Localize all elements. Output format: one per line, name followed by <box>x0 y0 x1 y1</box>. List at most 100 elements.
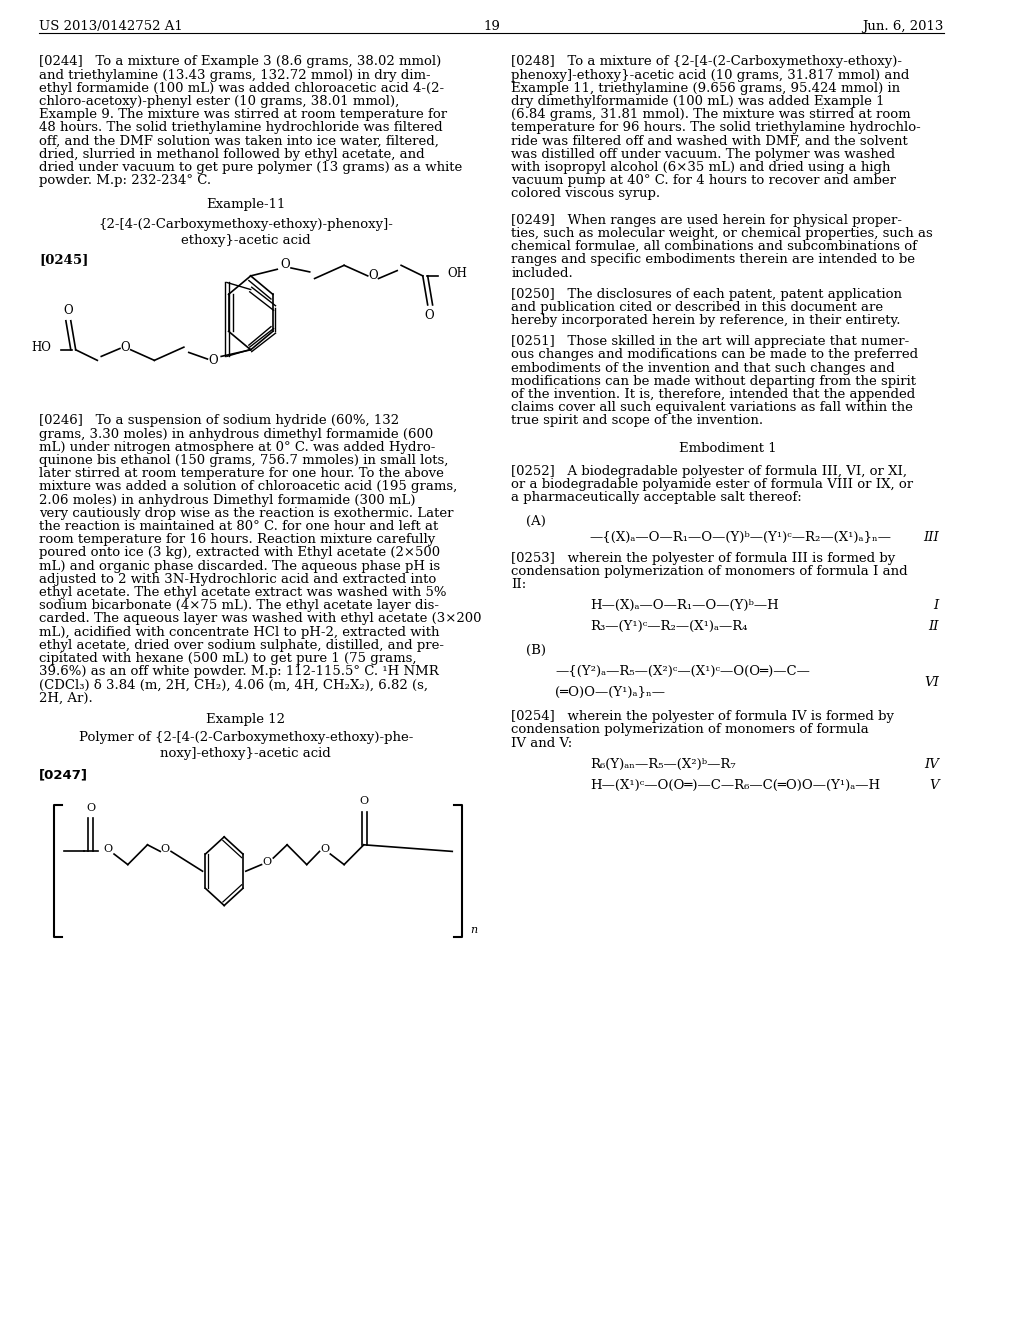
Text: [0252]   A biodegradable polyester of formula III, VI, or XI,: [0252] A biodegradable polyester of form… <box>511 465 907 478</box>
Text: carded. The aqueous layer was washed with ethyl acetate (3×200: carded. The aqueous layer was washed wit… <box>39 612 482 626</box>
Text: [0245]: [0245] <box>39 253 89 267</box>
Text: VI: VI <box>924 676 939 689</box>
Text: ethyl acetate, dried over sodium sulphate, distilled, and pre-: ethyl acetate, dried over sodium sulphat… <box>39 639 444 652</box>
Text: I: I <box>934 599 939 612</box>
Text: Polymer of {2-[4-(2-Carboxymethoxy-ethoxy)-phe-: Polymer of {2-[4-(2-Carboxymethoxy-ethox… <box>79 731 413 744</box>
Text: II: II <box>929 620 939 634</box>
Text: dried, slurried in methanol followed by ethyl acetate, and: dried, slurried in methanol followed by … <box>39 148 425 161</box>
Text: room temperature for 16 hours. Reaction mixture carefully: room temperature for 16 hours. Reaction … <box>39 533 435 546</box>
Text: included.: included. <box>511 267 573 280</box>
Text: H—(X)ₐ—O—R₁—O—(Y)ᵇ—H: H—(X)ₐ—O—R₁—O—(Y)ᵇ—H <box>590 599 778 612</box>
Text: (═O)O—(Y¹)ₐ}ₙ—: (═O)O—(Y¹)ₐ}ₙ— <box>555 686 666 700</box>
Text: noxy]-ethoxy}-acetic acid: noxy]-ethoxy}-acetic acid <box>161 747 331 760</box>
Text: (A): (A) <box>526 515 546 528</box>
Text: later stirred at room temperature for one hour. To the above: later stirred at room temperature for on… <box>39 467 444 480</box>
Text: chloro-acetoxy)-phenyl ester (10 grams, 38.01 mmol),: chloro-acetoxy)-phenyl ester (10 grams, … <box>39 95 399 108</box>
Text: and triethylamine (13.43 grams, 132.72 mmol) in dry dim-: and triethylamine (13.43 grams, 132.72 m… <box>39 69 431 82</box>
Text: O: O <box>161 843 170 854</box>
Text: a pharmaceutically acceptable salt thereof:: a pharmaceutically acceptable salt there… <box>511 491 802 504</box>
Text: Example-11: Example-11 <box>206 198 286 211</box>
Text: ride was filtered off and washed with DMF, and the solvent: ride was filtered off and washed with DM… <box>511 135 908 148</box>
Text: [0244]   To a mixture of Example 3 (8.6 grams, 38.02 mmol): [0244] To a mixture of Example 3 (8.6 gr… <box>39 55 441 69</box>
Text: II:: II: <box>511 578 526 591</box>
Text: the reaction is maintained at 80° C. for one hour and left at: the reaction is maintained at 80° C. for… <box>39 520 438 533</box>
Text: [0247]: [0247] <box>39 768 88 781</box>
Text: V: V <box>930 779 939 792</box>
Text: n: n <box>470 924 477 935</box>
Text: mL) under nitrogen atmosphere at 0° C. was added Hydro-: mL) under nitrogen atmosphere at 0° C. w… <box>39 441 435 454</box>
Text: R₆(Y)ₐₙ—R₅—(X²)ᵇ—R₇: R₆(Y)ₐₙ—R₅—(X²)ᵇ—R₇ <box>590 758 735 771</box>
Text: off, and the DMF solution was taken into ice water, filtered,: off, and the DMF solution was taken into… <box>39 135 439 148</box>
Text: ranges and specific embodiments therein are intended to be: ranges and specific embodiments therein … <box>511 253 915 267</box>
Text: 19: 19 <box>483 20 500 33</box>
Text: [0246]   To a suspension of sodium hydride (60%, 132: [0246] To a suspension of sodium hydride… <box>39 414 399 428</box>
Text: O: O <box>359 796 369 807</box>
Text: 39.6%) as an off white powder. M.p: 112-115.5° C. ¹H NMR: 39.6%) as an off white powder. M.p: 112-… <box>39 665 439 678</box>
Text: 48 hours. The solid triethylamine hydrochloride was filtered: 48 hours. The solid triethylamine hydroc… <box>39 121 443 135</box>
Text: R₃—(Y¹)ᶜ—R₂—(X¹)ₐ—R₄: R₃—(Y¹)ᶜ—R₂—(X¹)ₐ—R₄ <box>590 620 748 634</box>
Text: [0253]   wherein the polyester of formula III is formed by: [0253] wherein the polyester of formula … <box>511 552 896 565</box>
Text: (6.84 grams, 31.81 mmol). The mixture was stirred at room: (6.84 grams, 31.81 mmol). The mixture wa… <box>511 108 911 121</box>
Text: IV and V:: IV and V: <box>511 737 572 750</box>
Text: [0251]   Those skilled in the art will appreciate that numer-: [0251] Those skilled in the art will app… <box>511 335 909 348</box>
Text: sodium bicarbonate (4×75 mL). The ethyl acetate layer dis-: sodium bicarbonate (4×75 mL). The ethyl … <box>39 599 439 612</box>
Text: embodiments of the invention and that such changes and: embodiments of the invention and that su… <box>511 362 895 375</box>
Text: and publication cited or described in this document are: and publication cited or described in th… <box>511 301 884 314</box>
Text: O: O <box>369 269 379 282</box>
Text: ous changes and modifications can be made to the preferred: ous changes and modifications can be mad… <box>511 348 919 362</box>
Text: true spirit and scope of the invention.: true spirit and scope of the invention. <box>511 414 763 428</box>
Text: —{(Y²)ₐ—R₅—(X²)ᶜ—(X¹)ᶜ—O(O═)—C—: —{(Y²)ₐ—R₅—(X²)ᶜ—(X¹)ᶜ—O(O═)—C— <box>555 665 810 678</box>
Text: temperature for 96 hours. The solid triethylamine hydrochlo-: temperature for 96 hours. The solid trie… <box>511 121 921 135</box>
Text: dried under vacuum to get pure polymer (13 grams) as a white: dried under vacuum to get pure polymer (… <box>39 161 463 174</box>
Text: (B): (B) <box>526 644 546 657</box>
Text: claims cover all such equivalent variations as fall within the: claims cover all such equivalent variati… <box>511 401 913 414</box>
Text: [0249]   When ranges are used herein for physical proper-: [0249] When ranges are used herein for p… <box>511 214 902 227</box>
Text: —{(X)ₐ—O—R₁—O—(Y)ᵇ—(Y¹)ᶜ—R₂—(X¹)ₐ}ₙ—: —{(X)ₐ—O—R₁—O—(Y)ᵇ—(Y¹)ᶜ—R₂—(X¹)ₐ}ₙ— <box>590 531 892 544</box>
Text: O: O <box>425 309 434 322</box>
Text: O: O <box>281 257 290 271</box>
Text: [0250]   The disclosures of each patent, patent application: [0250] The disclosures of each patent, p… <box>511 288 902 301</box>
Text: [0248]   To a mixture of {2-[4-(2-Carboxymethoxy-ethoxy)-: [0248] To a mixture of {2-[4-(2-Carboxym… <box>511 55 902 69</box>
Text: chemical formulae, all combinations and subcombinations of: chemical formulae, all combinations and … <box>511 240 918 253</box>
Text: III: III <box>924 531 939 544</box>
Text: powder. M.p: 232-234° C.: powder. M.p: 232-234° C. <box>39 174 211 187</box>
Text: ties, such as molecular weight, or chemical properties, such as: ties, such as molecular weight, or chemi… <box>511 227 933 240</box>
Text: mixture was added a solution of chloroacetic acid (195 grams,: mixture was added a solution of chloroac… <box>39 480 458 494</box>
Text: O: O <box>86 803 95 813</box>
Text: dry dimethylformamide (100 mL) was added Example 1: dry dimethylformamide (100 mL) was added… <box>511 95 885 108</box>
Text: {2-[4-(2-Carboxymethoxy-ethoxy)-phenoxy]-: {2-[4-(2-Carboxymethoxy-ethoxy)-phenoxy]… <box>98 218 393 231</box>
Text: condensation polymerization of monomers of formula: condensation polymerization of monomers … <box>511 723 869 737</box>
Text: poured onto ice (3 kg), extracted with Ethyl acetate (2×500: poured onto ice (3 kg), extracted with E… <box>39 546 440 560</box>
Text: OH: OH <box>447 267 467 280</box>
Text: Example 12: Example 12 <box>206 713 286 726</box>
Text: O: O <box>120 341 130 354</box>
Text: O: O <box>209 354 218 367</box>
Text: Example 11, triethylamine (9.656 grams, 95.424 mmol) in: Example 11, triethylamine (9.656 grams, … <box>511 82 900 95</box>
Text: hereby incorporated herein by reference, in their entirety.: hereby incorporated herein by reference,… <box>511 314 901 327</box>
Text: O: O <box>263 857 272 867</box>
Text: IV: IV <box>924 758 939 771</box>
Text: Jun. 6, 2013: Jun. 6, 2013 <box>862 20 944 33</box>
Text: condensation polymerization of monomers of formula I and: condensation polymerization of monomers … <box>511 565 908 578</box>
Text: [0254]   wherein the polyester of formula IV is formed by: [0254] wherein the polyester of formula … <box>511 710 894 723</box>
Text: was distilled off under vacuum. The polymer was washed: was distilled off under vacuum. The poly… <box>511 148 895 161</box>
Text: O: O <box>319 843 329 854</box>
Text: grams, 3.30 moles) in anhydrous dimethyl formamide (600: grams, 3.30 moles) in anhydrous dimethyl… <box>39 428 433 441</box>
Text: phenoxy]-ethoxy}-acetic acid (10 grams, 31.817 mmol) and: phenoxy]-ethoxy}-acetic acid (10 grams, … <box>511 69 909 82</box>
Text: quinone bis ethanol (150 grams, 756.7 mmoles) in small lots,: quinone bis ethanol (150 grams, 756.7 mm… <box>39 454 449 467</box>
Text: 2H, Ar).: 2H, Ar). <box>39 692 93 705</box>
Text: Embodiment 1: Embodiment 1 <box>679 442 776 455</box>
Text: vacuum pump at 40° C. for 4 hours to recover and amber: vacuum pump at 40° C. for 4 hours to rec… <box>511 174 896 187</box>
Text: colored viscous syrup.: colored viscous syrup. <box>511 187 660 201</box>
Text: O: O <box>63 304 73 317</box>
Text: H—(X¹)ᶜ—O(O═)—C—R₆—C(═O)O—(Y¹)ₐ—H: H—(X¹)ᶜ—O(O═)—C—R₆—C(═O)O—(Y¹)ₐ—H <box>590 779 880 792</box>
Text: or a biodegradable polyamide ester of formula VIII or IX, or: or a biodegradable polyamide ester of fo… <box>511 478 913 491</box>
Text: with isopropyl alcohol (6×35 mL) and dried using a high: with isopropyl alcohol (6×35 mL) and dri… <box>511 161 891 174</box>
Text: ethyl formamide (100 mL) was added chloroacetic acid 4-(2-: ethyl formamide (100 mL) was added chlor… <box>39 82 444 95</box>
Text: Example 9. The mixture was stirred at room temperature for: Example 9. The mixture was stirred at ro… <box>39 108 447 121</box>
Text: ethyl acetate. The ethyl acetate extract was washed with 5%: ethyl acetate. The ethyl acetate extract… <box>39 586 446 599</box>
Text: 2.06 moles) in anhydrous Dimethyl formamide (300 mL): 2.06 moles) in anhydrous Dimethyl formam… <box>39 494 416 507</box>
Text: US 2013/0142752 A1: US 2013/0142752 A1 <box>39 20 183 33</box>
Text: adjusted to 2 with 3N-Hydrochloric acid and extracted into: adjusted to 2 with 3N-Hydrochloric acid … <box>39 573 436 586</box>
Text: of the invention. It is, therefore, intended that the appended: of the invention. It is, therefore, inte… <box>511 388 915 401</box>
